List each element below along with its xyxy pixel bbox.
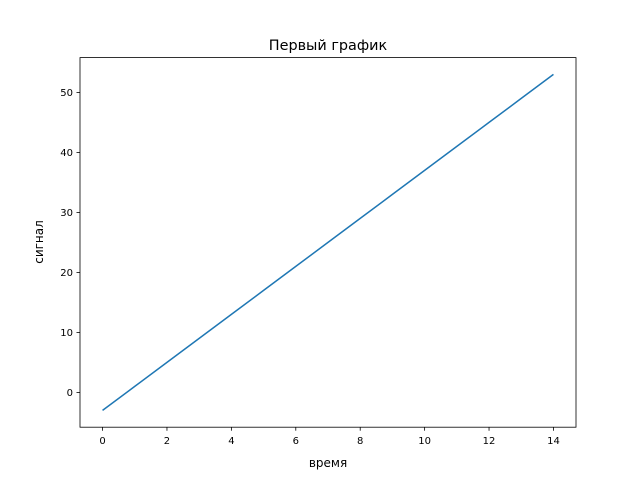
x-tick-label: 8: [357, 436, 363, 447]
x-tick-label: 10: [418, 436, 431, 447]
y-tick-label: 0: [67, 388, 73, 399]
plot-frame: [79, 57, 577, 428]
x-axis-label: время: [309, 456, 347, 470]
x-tick-label: 0: [99, 436, 105, 447]
series-group: [102, 73, 554, 412]
x-tick-label: 2: [164, 436, 170, 447]
x-tick-label: 4: [228, 436, 234, 447]
x-tick-label: 14: [547, 436, 560, 447]
y-tick-label: 20: [60, 268, 73, 279]
x-tick-label: 6: [293, 436, 299, 447]
y-tick-label: 50: [60, 88, 73, 99]
chart-title: Первый график: [269, 38, 388, 54]
y-tick-label: 10: [60, 328, 73, 339]
x-tick-label: 12: [483, 436, 496, 447]
y-axis-label: сигнал: [32, 220, 46, 264]
axis-ticks: 0 2 4 6 8 10 12 14 0 10 20 30 40 50: [60, 88, 560, 447]
y-tick-label: 30: [60, 208, 73, 219]
y-tick-label: 40: [60, 148, 73, 159]
series-line: [102, 73, 554, 412]
